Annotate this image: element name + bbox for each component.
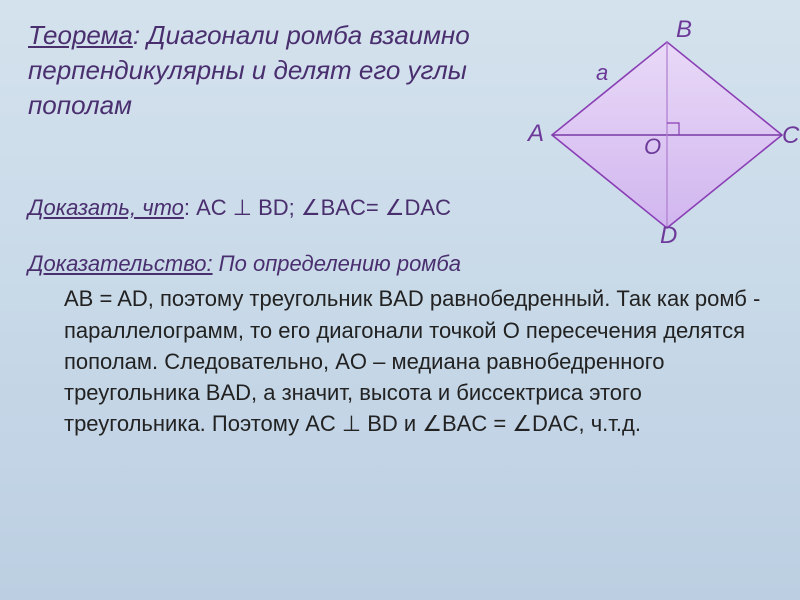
rhombus-diagram: A B C D O a bbox=[532, 30, 792, 240]
proof-label: Доказательство: bbox=[28, 251, 213, 276]
center-label-O: O bbox=[644, 134, 661, 160]
proof-intro: По определению ромба bbox=[213, 251, 461, 276]
prove-label: Доказать, что bbox=[28, 195, 184, 220]
theorem-text: Теорема: Диагонали ромба взаимно перпенд… bbox=[28, 18, 548, 123]
theorem-label: Теорема bbox=[28, 20, 133, 50]
vertex-label-B: B bbox=[676, 16, 692, 44]
vertex-label-D: D bbox=[660, 222, 677, 250]
proof-body: AB = AD, поэтому треугольник BAD равнобе… bbox=[28, 283, 768, 439]
vertex-label-A: A bbox=[528, 120, 544, 148]
side-label-a: a bbox=[596, 60, 608, 86]
prove-text: : AC ⊥ BD; ∠BAC= ∠DAC bbox=[184, 195, 451, 220]
proof-block: Доказательство: По определению ромба bbox=[28, 251, 772, 277]
vertex-label-C: C bbox=[782, 122, 799, 150]
